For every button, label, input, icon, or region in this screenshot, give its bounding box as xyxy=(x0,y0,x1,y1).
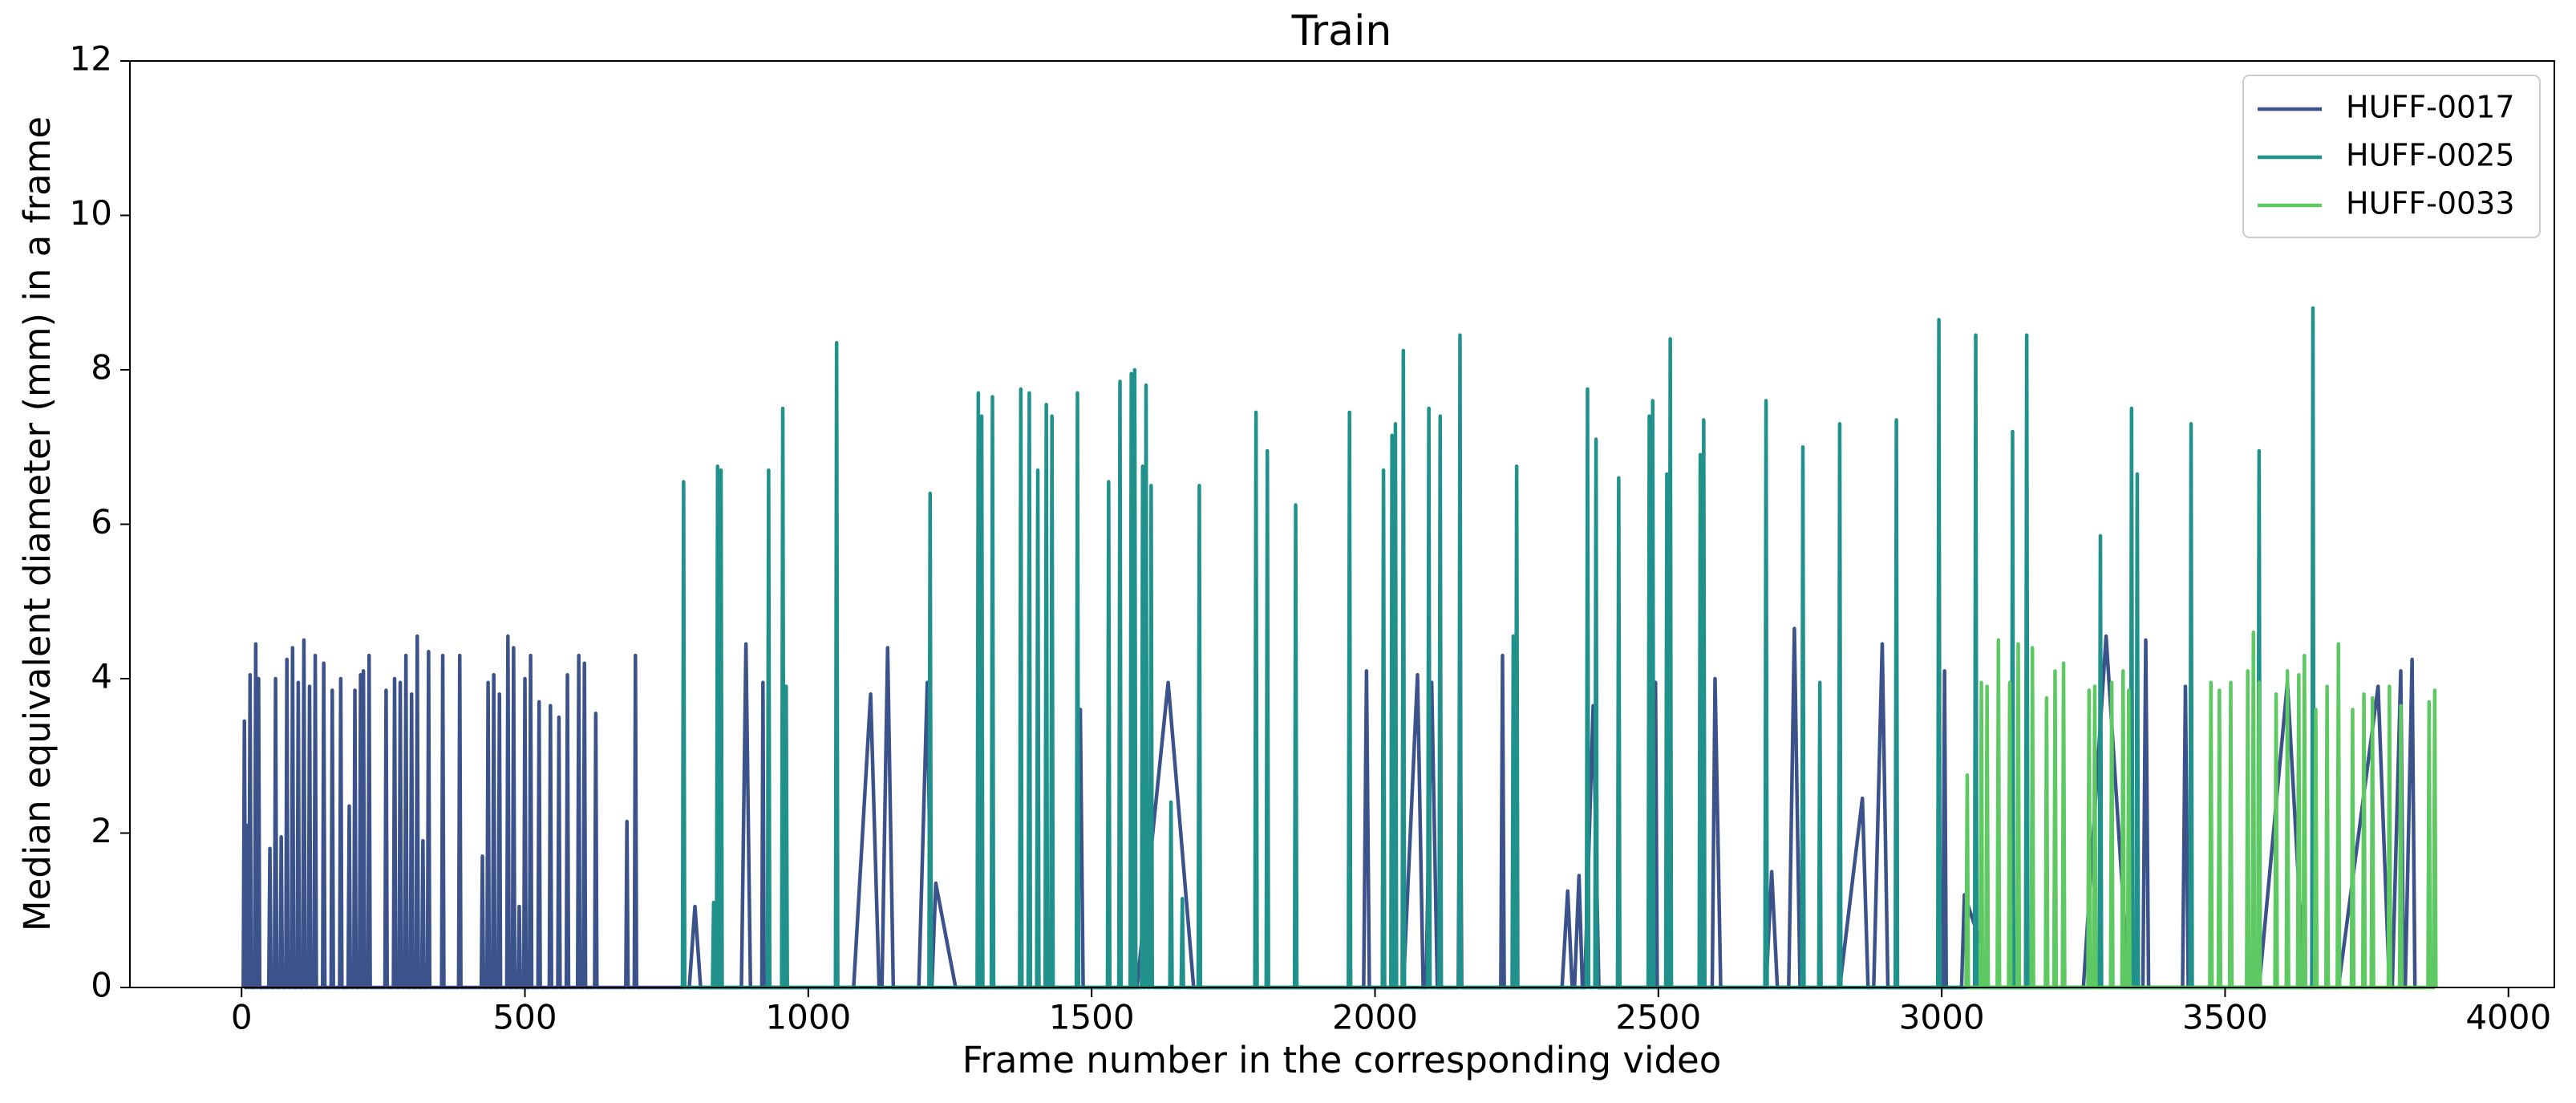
y-tick-label: 2 xyxy=(91,811,112,850)
x-axis-label: Frame number in the corresponding video xyxy=(962,1039,1722,1081)
x-tick-label: 500 xyxy=(492,998,557,1037)
x-tick-label: 0 xyxy=(231,998,253,1037)
y-tick-label: 4 xyxy=(91,657,112,696)
legend-label: HUFF-0017 xyxy=(2346,90,2515,125)
x-tick-label: 3500 xyxy=(2182,998,2268,1037)
x-tick-label: 4000 xyxy=(2465,998,2551,1037)
y-axis-label: Median equivalent diameter (mm) in a fra… xyxy=(16,116,59,931)
legend-box xyxy=(2242,75,2541,238)
y-tick-label: 10 xyxy=(70,193,112,233)
plot-frame xyxy=(129,60,2555,988)
x-tick-label: 3000 xyxy=(1899,998,1985,1037)
legend-label: HUFF-0025 xyxy=(2346,138,2515,173)
x-tick-label: 1000 xyxy=(765,998,851,1037)
y-tick-label: 6 xyxy=(91,502,112,541)
y-tick-label: 8 xyxy=(91,348,112,387)
y-tick-label: 0 xyxy=(91,966,112,1005)
x-tick-label: 2000 xyxy=(1332,998,1418,1037)
x-tick-label: 2500 xyxy=(1615,998,1701,1037)
legend: HUFF-0017 HUFF-0025 HUFF-0033 xyxy=(2242,75,2541,238)
x-tick-label: 1500 xyxy=(1049,998,1135,1037)
legend-label: HUFF-0033 xyxy=(2346,186,2515,221)
y-tick-label: 12 xyxy=(70,39,112,79)
chart-title: Train xyxy=(1291,7,1392,55)
